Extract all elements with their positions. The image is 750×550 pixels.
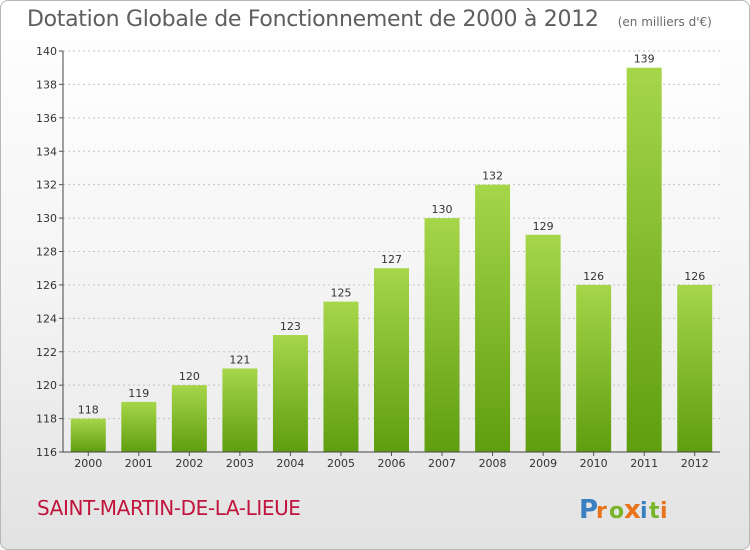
title-row: Dotation Globale de Fonctionnement de 20… <box>27 7 712 32</box>
x-tick-label: 2003 <box>226 457 254 470</box>
x-tick-label: 2000 <box>74 457 102 470</box>
data-label: 129 <box>533 220 554 233</box>
data-label: 120 <box>179 370 200 383</box>
bar <box>70 418 106 452</box>
logo-letter: i <box>660 499 668 524</box>
y-tick-label: 136 <box>36 112 57 125</box>
bar <box>272 335 308 452</box>
x-tick-label: 2004 <box>276 457 304 470</box>
bar <box>475 184 511 452</box>
bar <box>121 401 157 452</box>
y-tick-label: 140 <box>36 45 57 58</box>
proxiti-logo: Pr o x i t i <box>579 495 668 525</box>
x-tick-label: 2011 <box>630 457 658 470</box>
data-label: 118 <box>78 404 99 417</box>
data-label: 139 <box>634 53 655 66</box>
y-tick-label: 128 <box>36 246 57 259</box>
y-tick-label: 130 <box>36 212 57 225</box>
data-label: 125 <box>330 287 351 300</box>
data-label: 130 <box>432 203 453 216</box>
data-label: 132 <box>482 170 503 183</box>
data-label: 121 <box>229 353 250 366</box>
data-label: 126 <box>684 270 705 283</box>
chart-title: Dotation Globale de Fonctionnement de 20… <box>27 7 599 32</box>
y-tick-label: 134 <box>36 145 57 158</box>
data-label: 127 <box>381 253 402 266</box>
y-tick-label: 118 <box>36 413 57 426</box>
bar <box>323 301 359 452</box>
bar <box>222 368 258 452</box>
x-tick-label: 2012 <box>681 457 709 470</box>
logo-letter: o <box>609 499 624 524</box>
data-label: 126 <box>583 270 604 283</box>
y-tick-label: 120 <box>36 379 57 392</box>
logo-letter: x <box>624 495 641 525</box>
chart-unit: (en milliers d'€) <box>617 15 712 29</box>
bar <box>374 268 409 452</box>
y-tick-label: 132 <box>36 179 57 192</box>
bar <box>626 67 662 452</box>
logo-letter: t <box>649 499 660 524</box>
y-tick-label: 124 <box>36 312 57 325</box>
x-tick-label: 2007 <box>428 457 456 470</box>
x-tick-label: 2010 <box>580 457 608 470</box>
bar <box>677 284 713 452</box>
logo-letter: r <box>596 499 607 524</box>
logo-letter: i <box>640 499 648 524</box>
x-tick-label: 2006 <box>378 457 406 470</box>
y-tick-label: 116 <box>36 446 57 459</box>
bar <box>525 234 561 452</box>
y-tick-label: 126 <box>36 279 57 292</box>
data-label: 119 <box>128 387 149 400</box>
data-label: 123 <box>280 320 301 333</box>
y-tick-label: 122 <box>36 346 57 359</box>
bar <box>576 284 612 452</box>
bar <box>424 218 460 452</box>
x-tick-label: 2008 <box>479 457 507 470</box>
bar <box>171 385 207 452</box>
commune-name: SAINT-MARTIN-DE-LA-LIEUE <box>37 496 301 520</box>
y-tick-label: 138 <box>36 78 57 91</box>
x-tick-label: 2001 <box>125 457 153 470</box>
x-tick-label: 2002 <box>175 457 203 470</box>
x-tick-label: 2009 <box>529 457 557 470</box>
x-tick-label: 2005 <box>327 457 355 470</box>
logo-letter: P <box>579 495 598 525</box>
